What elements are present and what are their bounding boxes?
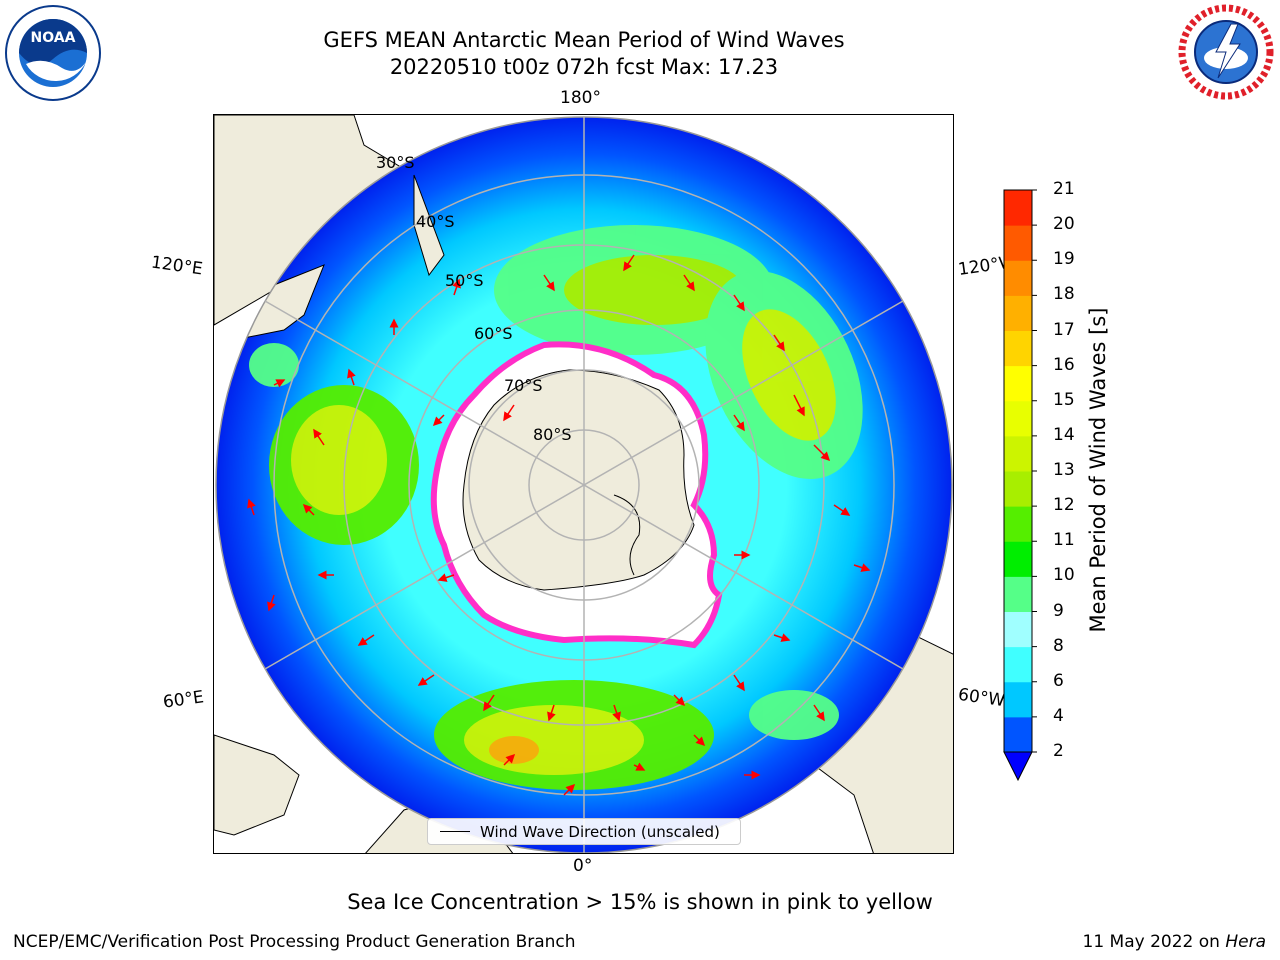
colorbar-under-extension (1003, 751, 1033, 782)
colorbar-segment (1004, 471, 1032, 507)
lon-label-180: 180° (560, 88, 601, 108)
colorbar-segment (1004, 681, 1032, 718)
colorbar-tick-label: 13 (1053, 460, 1075, 480)
lat-label-80s: 80°S (533, 425, 572, 444)
polar-map (213, 114, 954, 854)
footer-date-text: 11 May 2022 on (1082, 932, 1226, 952)
lat-label-70s: 70°S (504, 376, 543, 395)
colorbar-tick-label: 9 (1053, 600, 1064, 621)
graticule (215, 116, 953, 853)
lat-label-60s: 60°S (474, 324, 513, 343)
lon-label-120e: 120°E (149, 252, 204, 280)
colorbar-segment (1004, 541, 1032, 577)
lat-label-50s: 50°S (445, 271, 484, 290)
legend-line-swatch (440, 831, 470, 832)
lat-label-40s: 40°S (416, 212, 455, 231)
chart-subtitle: 20220510 t00z 072h fcst Max: 17.23 (389, 55, 779, 79)
colorbar-segment (1004, 716, 1032, 753)
wind-wave-direction-arrows (247, 254, 871, 796)
colorbar-tick-label: 12 (1053, 495, 1075, 516)
colorbar-tick-label: 6 (1053, 670, 1064, 691)
colorbar-segment (1004, 611, 1032, 648)
colorbar-tick-label: 14 (1053, 424, 1075, 445)
colorbar-tick-label: 2 (1053, 741, 1064, 761)
colorbar-tick-label: 16 (1053, 354, 1075, 375)
footer-machine: Hera (1225, 932, 1266, 952)
lon-label-60e: 60°E (161, 687, 206, 713)
lon-label-0: 0° (573, 856, 593, 876)
colorbar-tick-label: 19 (1053, 249, 1075, 270)
colorbar-tick-label: 10 (1053, 565, 1075, 586)
colorbar-segment (1004, 225, 1032, 261)
chart-title: GEFS MEAN Antarctic Mean Period of Wind … (323, 28, 845, 52)
footer-date: 11 May 2022 on Hera (1083, 932, 1267, 952)
noaa-logo-text: NOAA (31, 30, 76, 46)
noaa-logo: NOAA (4, 4, 102, 102)
nws-logo (1176, 2, 1276, 102)
colorbar-tick-label: 20 (1053, 214, 1075, 235)
footer-credit: NCEP/EMC/Verification Post Processing Pr… (13, 932, 576, 952)
colorbar-segment (1004, 576, 1032, 612)
colorbar-segment (1004, 295, 1032, 331)
map-canvas (214, 115, 953, 853)
colorbar-segment (1004, 646, 1032, 683)
colorbar-tick-label: 15 (1053, 389, 1075, 410)
colorbar-segment (1004, 435, 1032, 472)
sea-ice-caption: Sea Ice Concentration > 15% is shown in … (347, 890, 933, 914)
colorbar-segment (1004, 260, 1032, 296)
colorbar-label: Mean Period of Wind Waves [s] (1086, 307, 1110, 633)
colorbar-segment (1004, 506, 1032, 542)
map-legend: Wind Wave Direction (unscaled) (427, 818, 741, 845)
legend-label: Wind Wave Direction (unscaled) (480, 822, 720, 841)
colorbar-segment (1004, 190, 1032, 226)
colorbar-segment (1004, 330, 1032, 367)
colorbar-tick-label: 11 (1053, 530, 1075, 551)
lat-label-30s: 30°S (376, 153, 415, 172)
colorbar-tick-label: 17 (1053, 319, 1075, 340)
colorbar-svg (1003, 189, 1037, 782)
colorbar-tick-label: 8 (1053, 635, 1064, 656)
colorbar-segment (1004, 400, 1032, 437)
colorbar-tick-label: 18 (1053, 284, 1075, 305)
colorbar-tick-label: 21 (1053, 179, 1075, 199)
colorbar-segment (1004, 365, 1032, 402)
colorbar-tick-label: 4 (1053, 705, 1064, 726)
